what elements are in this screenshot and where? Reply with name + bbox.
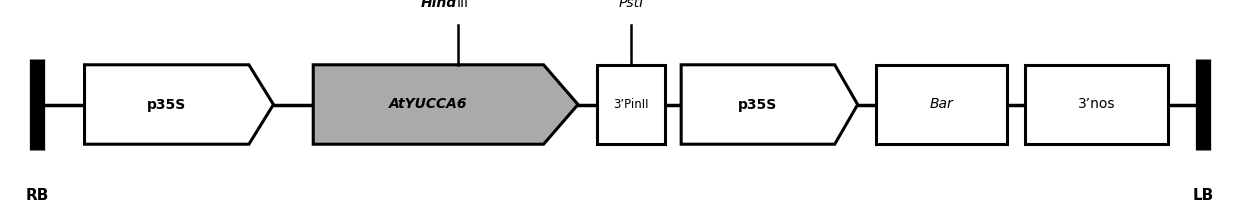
- Bar: [1025, 65, 1168, 144]
- Text: p35S: p35S: [147, 98, 186, 111]
- Polygon shape: [313, 65, 578, 144]
- Text: Bar: Bar: [930, 98, 953, 111]
- Polygon shape: [681, 65, 858, 144]
- Text: p35S: p35S: [738, 98, 778, 111]
- Text: LB: LB: [1192, 188, 1214, 203]
- Text: RB: RB: [26, 188, 48, 203]
- Polygon shape: [85, 65, 273, 144]
- Text: III: III: [457, 0, 469, 10]
- Bar: [597, 65, 665, 144]
- Text: Hind: Hind: [420, 0, 457, 10]
- Text: 3’nos: 3’nos: [1078, 98, 1116, 111]
- Bar: [876, 65, 1007, 144]
- Text: AtYUCCA6: AtYUCCA6: [389, 98, 467, 111]
- Text: 3’PinII: 3’PinII: [613, 98, 649, 111]
- Text: PstI: PstI: [618, 0, 644, 10]
